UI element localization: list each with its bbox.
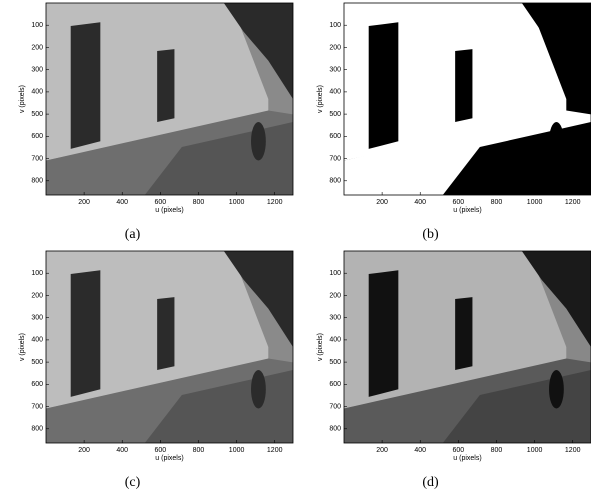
door xyxy=(157,49,174,122)
image xyxy=(46,3,293,195)
x-tick-label: 400 xyxy=(116,199,128,206)
panel: 200 400 600 800 1000 1200 100 200 300 400 500 600 70… xyxy=(317,3,591,242)
y-axis-label: v (pixels) xyxy=(317,333,324,361)
y-tick-label: 700 xyxy=(329,403,341,410)
y-tick-label: 500 xyxy=(329,111,341,118)
door xyxy=(455,297,472,370)
x-tick-label: 600 xyxy=(453,447,465,454)
caption: (d) xyxy=(422,475,439,490)
door xyxy=(369,22,399,149)
caption: (c) xyxy=(125,475,141,490)
x-tick-label: 800 xyxy=(193,447,205,454)
y-tick-label: 200 xyxy=(329,292,341,299)
figure: 200 400 600 800 1000 1200 100 200 300 400 500 600 70… xyxy=(0,0,591,497)
door xyxy=(455,49,472,122)
x-tick-label: 600 xyxy=(453,199,465,206)
panel: 200 400 600 800 1000 1200 100 200 300 400 500 600 70… xyxy=(317,251,591,490)
x-tick-label: 600 xyxy=(155,199,167,206)
x-tick-label: 400 xyxy=(414,447,426,454)
y-tick-label: 600 xyxy=(31,133,43,140)
y-tick-label: 800 xyxy=(31,426,43,433)
y-tick-label: 700 xyxy=(31,155,43,162)
x-tick-label: 800 xyxy=(193,199,205,206)
y-tick-label: 300 xyxy=(31,315,43,322)
x-axis-label: u (pixels) xyxy=(453,207,481,214)
y-tick-label: 100 xyxy=(31,22,43,29)
image xyxy=(344,3,591,195)
x-tick-label: 1000 xyxy=(229,447,245,454)
y-tick-label: 400 xyxy=(31,337,43,344)
x-tick-label: 1000 xyxy=(229,199,245,206)
y-axis-label: v (pixels) xyxy=(19,85,26,113)
y-axis-label: v (pixels) xyxy=(19,333,26,361)
x-tick-label: 200 xyxy=(78,199,90,206)
x-tick-label: 200 xyxy=(376,199,388,206)
y-tick-label: 300 xyxy=(329,315,341,322)
panel: 200 400 600 800 1000 1200 100 200 300 400 500 600 70… xyxy=(19,251,293,490)
x-tick-label: 1200 xyxy=(565,199,581,206)
y-tick-label: 700 xyxy=(31,403,43,410)
y-axis-label: v (pixels) xyxy=(317,85,324,113)
x-tick-label: 200 xyxy=(376,447,388,454)
y-tick-label: 100 xyxy=(329,22,341,29)
y-tick-label: 800 xyxy=(329,426,341,433)
x-tick-label: 400 xyxy=(414,199,426,206)
y-tick-label: 500 xyxy=(31,359,43,366)
x-axis-label: u (pixels) xyxy=(155,207,183,214)
y-tick-label: 100 xyxy=(329,270,341,277)
caption: (b) xyxy=(422,227,439,242)
y-tick-label: 500 xyxy=(329,359,341,366)
door xyxy=(157,297,174,370)
scooter xyxy=(251,122,266,160)
y-tick-label: 600 xyxy=(329,133,341,140)
panel: 200 400 600 800 1000 1200 100 200 300 400 500 600 70… xyxy=(19,3,293,242)
x-axis-label: u (pixels) xyxy=(155,455,183,462)
y-tick-label: 800 xyxy=(31,178,43,185)
x-tick-label: 200 xyxy=(78,447,90,454)
door xyxy=(71,22,101,149)
y-tick-label: 400 xyxy=(329,337,341,344)
y-tick-label: 200 xyxy=(31,44,43,51)
x-tick-label: 600 xyxy=(155,447,167,454)
x-tick-label: 1200 xyxy=(267,199,283,206)
scooter xyxy=(549,122,564,160)
y-tick-label: 700 xyxy=(329,155,341,162)
y-tick-label: 800 xyxy=(329,178,341,185)
x-tick-label: 1000 xyxy=(527,447,543,454)
x-tick-label: 1000 xyxy=(527,199,543,206)
door xyxy=(369,270,399,397)
door xyxy=(71,270,101,397)
x-tick-label: 400 xyxy=(116,447,128,454)
y-tick-label: 500 xyxy=(31,111,43,118)
x-tick-label: 1200 xyxy=(565,447,581,454)
scooter xyxy=(251,370,266,408)
y-tick-label: 600 xyxy=(329,381,341,388)
x-tick-label: 800 xyxy=(491,199,503,206)
x-axis-label: u (pixels) xyxy=(453,455,481,462)
y-tick-label: 100 xyxy=(31,270,43,277)
y-tick-label: 300 xyxy=(329,67,341,74)
y-tick-label: 200 xyxy=(31,292,43,299)
y-tick-label: 300 xyxy=(31,67,43,74)
image xyxy=(46,251,293,443)
y-tick-label: 600 xyxy=(31,381,43,388)
scooter xyxy=(549,370,564,408)
x-tick-label: 800 xyxy=(491,447,503,454)
y-tick-label: 400 xyxy=(31,89,43,96)
x-tick-label: 1200 xyxy=(267,447,283,454)
image xyxy=(344,251,591,443)
y-tick-label: 200 xyxy=(329,44,341,51)
y-tick-label: 400 xyxy=(329,89,341,96)
caption: (a) xyxy=(125,227,141,242)
